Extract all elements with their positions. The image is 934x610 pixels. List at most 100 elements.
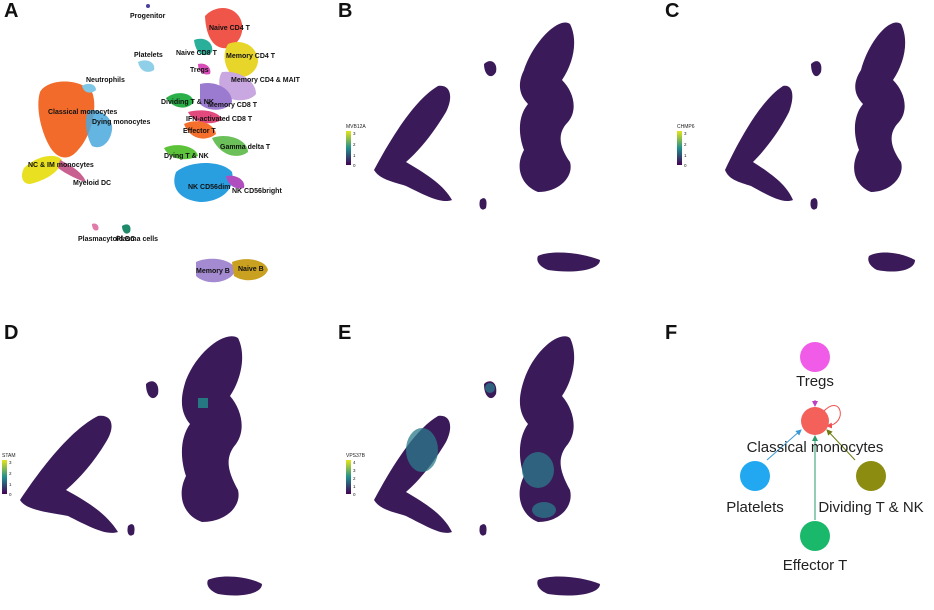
feature-plot-c-svg: CHMP6 3 2 1 0	[677, 22, 915, 272]
colorbar-gradient	[346, 460, 351, 494]
feature-plot-c: CHMP6 3 2 1 0	[665, 0, 934, 300]
cluster-blob-memory-cd4-t	[224, 42, 258, 78]
cluster-label-naive-b: Naive B	[238, 266, 264, 273]
umap-cluster-plot: Progenitor Naive CD4 T Naive CD8 T Memor…	[22, 4, 301, 283]
cluster-blob-nk-cd56dim	[174, 163, 233, 202]
colorbar-ticks: 3 2 1 0	[9, 460, 12, 497]
cluster-blob-classical-monocytes	[38, 81, 95, 158]
feature-plot-e-svg: VPS37B 4 3 2 1 0	[346, 336, 600, 596]
cluster-label-progenitor: Progenitor	[130, 13, 166, 20]
colorbar-title: MVB12A	[346, 124, 366, 130]
cluster-label-memory-cd8-t: Memory CD8 T	[208, 102, 258, 109]
colorbar-tick: 0	[9, 492, 12, 497]
cluster-label-dividing-t-nk: Dividing T & NK	[161, 99, 214, 106]
cluster-blob-dying-t-nk	[164, 145, 198, 160]
cluster-blob-neutrophils	[82, 83, 96, 93]
colorbar-tick: 0	[353, 492, 356, 497]
node-tregs	[800, 342, 830, 372]
feature-plot-d-svg: STAM 3 2 1 0	[2, 336, 262, 596]
cluster-blob-myeloid-dc	[58, 160, 86, 182]
panel-label-d: D	[4, 322, 19, 344]
colorbar-title: CHMP6	[677, 124, 695, 130]
colorbar-gradient	[677, 131, 682, 165]
panel-label-c: C	[665, 0, 680, 22]
cluster-label-effector-t: Effector T	[183, 128, 216, 135]
colorbar-title: VPS37B	[346, 453, 366, 459]
cluster-label-nk-cd56bright: NK CD56bright	[232, 188, 282, 195]
node-effector-t	[800, 521, 830, 551]
cluster-blob-plasmacytoid-dc	[92, 223, 99, 231]
umap-shape	[374, 336, 600, 596]
node-label-dividing-t-nk: Dividing T & NK	[818, 499, 923, 516]
colorbar-ticks: 4 3 2 1 0	[353, 460, 356, 497]
colorbar: STAM	[2, 453, 16, 494]
colorbar: CHMP6	[677, 124, 695, 165]
cluster-label-memory-cd4-mait: Memory CD4 & MAIT	[231, 77, 301, 84]
cluster-blob-effector-t	[184, 121, 216, 139]
cluster-label-dying-monocytes: Dying monocytes	[92, 119, 150, 126]
cluster-label-dying-t-nk: Dying T & NK	[164, 153, 209, 160]
cluster-blob-dividing-t-nk	[166, 93, 194, 108]
edge-dividing-t-nk-to-classical-monocytes	[826, 429, 856, 461]
colorbar-tick: 4	[353, 460, 356, 465]
cluster-label-plasmacytoid-dc: Plasmacytoid DC	[78, 236, 135, 243]
colorbar-tick: 2	[353, 476, 356, 481]
umap-shape	[20, 336, 262, 596]
colorbar-tick: 1	[353, 484, 356, 489]
colorbar-tick: 1	[353, 153, 356, 158]
cluster-label-tregs: Tregs	[190, 67, 209, 74]
umap-shape	[725, 22, 915, 272]
cluster-blob-naive-b	[232, 259, 268, 281]
colorbar-tick: 1	[9, 482, 12, 487]
expression-highlights	[406, 383, 556, 518]
cluster-blob-plasma-cells	[122, 224, 131, 234]
colorbar-tick: 2	[9, 471, 12, 476]
colorbar-gradient	[2, 460, 7, 494]
cluster-blob-naive-cd4-t	[205, 8, 243, 49]
node-label-classical-monocytes: Classical monocytes	[747, 439, 884, 456]
cluster-blob-dying-monocytes	[85, 109, 113, 148]
edge-platelets-to-classical-monocytes	[766, 429, 802, 461]
cluster-blob-gamma-delta-t	[212, 135, 248, 156]
colorbar-tick: 3	[353, 468, 356, 473]
umap-cluster-panel: Progenitor Naive CD4 T Naive CD8 T Memor…	[0, 0, 334, 300]
cluster-label-myeloid-dc: Myeloid DC	[73, 180, 111, 187]
colorbar-tick: 1	[684, 153, 687, 158]
network-svg: Tregs Classical monocytes Platelets Divi…	[726, 342, 924, 574]
cluster-blob-naive-cd8-t	[194, 38, 213, 56]
panel-label-b: B	[338, 0, 353, 22]
feature-plot-b-svg: MVB12A 3 2 1 0	[346, 22, 600, 272]
feature-plot-b: MVB12A 3 2 1 0	[334, 0, 665, 300]
cluster-label-gamma-delta-t: Gamma delta T	[220, 144, 271, 151]
expression-highlight	[198, 398, 208, 408]
cluster-label-naive-cd8-t: Naive CD8 T	[176, 50, 218, 57]
colorbar-tick: 2	[684, 142, 687, 147]
panel-label-e: E	[338, 322, 352, 344]
umap-shape	[374, 22, 600, 272]
colorbar-tick: 3	[9, 460, 12, 465]
feature-plot-d: STAM 3 2 1 0	[0, 320, 334, 610]
cluster-blob-nc-im-monocytes	[22, 155, 62, 184]
cluster-label-ifn-activated-cd8-t: IFN-activated CD8 T	[186, 116, 253, 123]
cluster-label-classical-monocytes: Classical monocytes	[48, 109, 117, 116]
cluster-blob-memory-b	[196, 258, 236, 283]
cluster-blob-nk-cd56bright	[226, 175, 245, 189]
panel-label-f: F	[665, 322, 678, 344]
colorbar-gradient	[346, 131, 351, 165]
self-loop-classical-monocytes	[822, 405, 841, 429]
colorbar-title: STAM	[2, 453, 16, 459]
cell-communication-network: Tregs Classical monocytes Platelets Divi…	[665, 320, 934, 610]
cluster-label-nk-cd56dim: NK CD56dim	[188, 184, 230, 191]
cluster-blob-memory-cd8-t	[200, 82, 232, 110]
colorbar-ticks: 3 2 1 0	[353, 131, 356, 168]
cluster-label-plasma-cells: Plasma cells	[116, 236, 158, 243]
cluster-label-nc-im-monocytes: NC & IM monocytes	[28, 162, 94, 169]
cluster-label-platelets: Platelets	[134, 52, 163, 59]
node-label-effector-t: Effector T	[783, 557, 847, 574]
node-dividing-t-nk	[856, 461, 886, 491]
node-platelets	[740, 461, 770, 491]
cluster-blob-ifn-activated-cd8-t	[188, 110, 222, 124]
cluster-label-neutrophils: Neutrophils	[86, 77, 125, 84]
colorbar-ticks: 3 2 1 0	[684, 131, 687, 168]
node-classical-monocytes	[801, 407, 829, 435]
